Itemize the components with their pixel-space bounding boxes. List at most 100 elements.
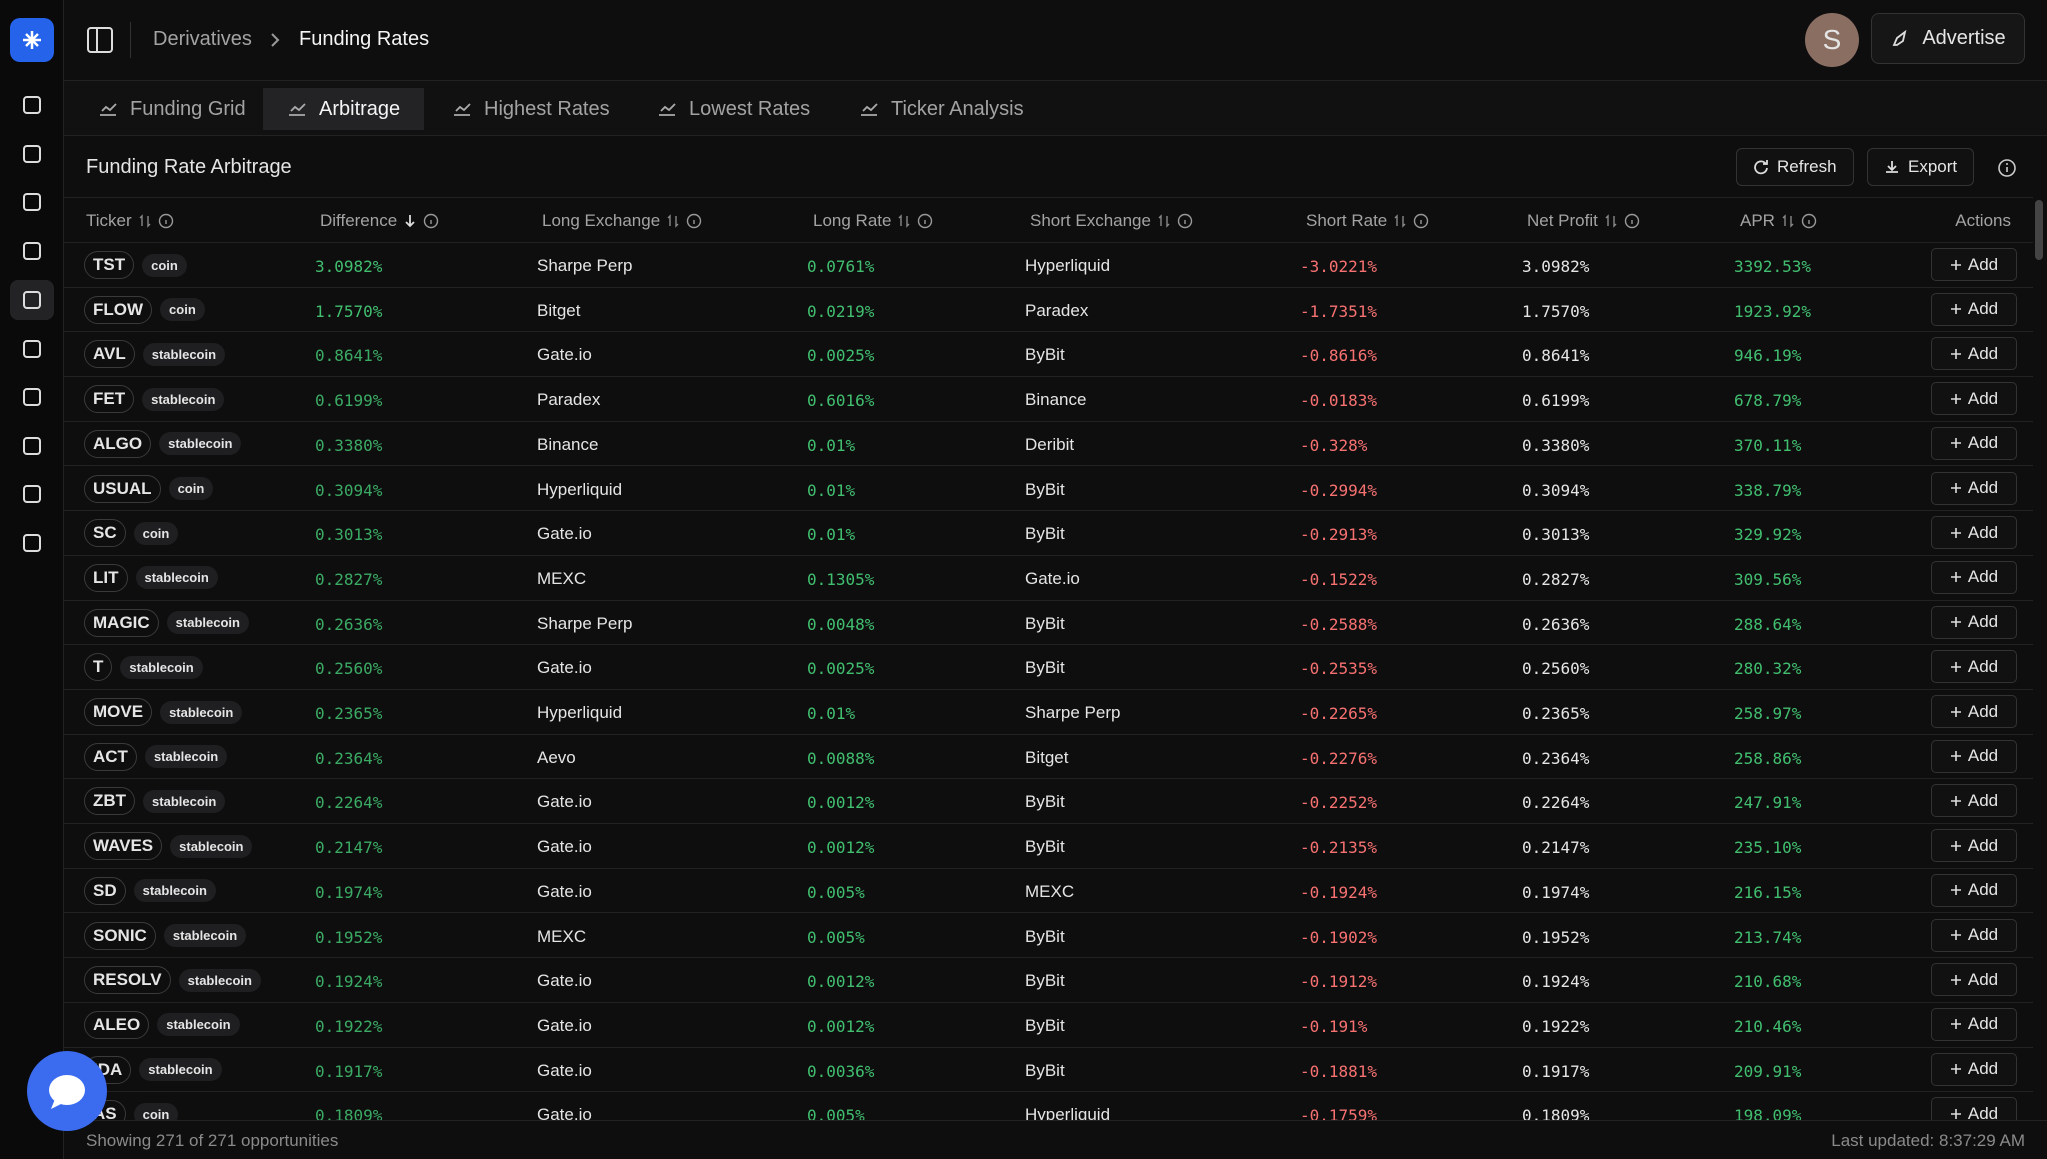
difference: 0.2560% [315,659,382,678]
add-button[interactable]: Add [1931,1053,2017,1086]
long-rate: 0.01% [807,481,855,500]
column-label: Long Rate [813,211,891,231]
chat-button[interactable] [27,1051,107,1131]
export-button[interactable]: Export [1867,148,1974,186]
long-exchange: Gate.io [537,882,592,902]
plus-icon [1950,393,1962,405]
nav-icons[interactable] [0,0,64,600]
add-button[interactable]: Add [1931,606,2017,639]
nav-icon [24,243,40,259]
add-button[interactable]: Add [1931,650,2017,683]
ticker-tag: coin [169,477,214,500]
nav-icon [24,292,40,308]
info-icon [686,213,702,229]
short-rate: -0.0183% [1300,391,1377,410]
ticker-tag: stablecoin [136,566,218,589]
ticker-cell: ACTstablecoin [84,743,227,771]
add-button[interactable]: Add [1931,561,2017,594]
add-button[interactable]: Add [1931,248,2017,281]
tab[interactable]: Funding Grid [74,88,270,130]
column-header[interactable]: APR [1740,211,1817,231]
sort-icon [403,213,417,229]
tab[interactable]: Highest Rates [428,88,634,130]
tab-icon [287,99,307,119]
plus-icon [1950,348,1962,360]
add-button[interactable]: Add [1931,695,2017,728]
breadcrumb[interactable]: Derivatives [153,28,252,51]
short-exchange: ByBit [1025,345,1065,365]
short-exchange: Bitget [1025,748,1068,768]
add-button[interactable]: Add [1931,293,2017,326]
long-exchange: Paradex [537,390,600,410]
net-profit: 0.1974% [1522,883,1589,902]
column-header: Actions [1955,211,2011,231]
long-exchange: Gate.io [537,837,592,857]
apr: 247.91% [1734,793,1801,812]
add-button[interactable]: Add [1931,919,2017,952]
ticker: ALEO [84,1011,149,1039]
tab[interactable]: Ticker Analysis [835,88,1048,130]
long-rate: 0.0012% [807,972,874,991]
add-button[interactable]: Add [1931,874,2017,907]
long-exchange: Gate.io [537,971,592,991]
scrollbar[interactable] [2035,200,2043,260]
column-label: Difference [320,211,397,231]
short-exchange: ByBit [1025,480,1065,500]
ticker-tag: stablecoin [120,656,202,679]
column-header[interactable]: Difference [320,211,439,231]
add-button[interactable]: Add [1931,337,2017,370]
advertise-button[interactable]: Advertise [1871,13,2025,64]
column-header[interactable]: Long Exchange [542,211,702,231]
refresh-button[interactable]: Refresh [1736,148,1854,186]
long-rate: 0.005% [807,928,865,947]
nav-icon [24,535,40,551]
avatar[interactable]: S [1805,13,1859,67]
ticker-tag: stablecoin [159,432,241,455]
apr: 338.79% [1734,481,1801,500]
apr: 1923.92% [1734,302,1811,321]
long-rate: 0.1305% [807,570,874,589]
table-row: LITstablecoin0.2827%MEXC0.1305%Gate.io-0… [64,556,2033,601]
add-button[interactable]: Add [1931,382,2017,415]
ticker-tag: coin [134,522,179,545]
short-exchange: ByBit [1025,1016,1065,1036]
short-exchange: MEXC [1025,882,1074,902]
info-icon[interactable] [1997,158,2017,178]
long-rate: 0.0012% [807,838,874,857]
add-button[interactable]: Add [1931,516,2017,549]
add-button[interactable]: Add [1931,963,2017,996]
difference: 0.2147% [315,838,382,857]
ticker-cell: SONICstablecoin [84,922,246,950]
section-header: Funding Rate Arbitrage Refresh Export [64,136,2033,198]
sidebar-toggle[interactable] [86,26,114,54]
add-button[interactable]: Add [1931,1008,2017,1041]
column-header[interactable]: Short Exchange [1030,211,1193,231]
table-row: FETstablecoin0.6199%Paradex0.6016%Binanc… [64,377,2033,422]
add-button[interactable]: Add [1931,427,2017,460]
net-profit: 1.7570% [1522,302,1589,321]
plus-icon [1950,750,1962,762]
tab-icon [98,99,118,119]
add-button[interactable]: Add [1931,740,2017,773]
column-header[interactable]: Short Rate [1306,211,1429,231]
tab[interactable]: Arbitrage [263,88,424,130]
apr: 329.92% [1734,525,1801,544]
refresh-icon [1753,159,1769,175]
add-button[interactable]: Add [1931,472,2017,505]
column-header[interactable]: Ticker [86,211,174,231]
long-rate: 0.0036% [807,1062,874,1081]
column-header[interactable]: Net Profit [1527,211,1640,231]
add-button[interactable]: Add [1931,829,2017,862]
ticker: MAGIC [84,609,159,637]
ticker: ZBT [84,787,135,815]
nav-icon [24,486,40,502]
difference: 0.3013% [315,525,382,544]
tab[interactable]: Lowest Rates [633,88,834,130]
add-button[interactable]: Add [1931,784,2017,817]
add-label: Add [1968,612,1998,632]
plus-icon [1950,1018,1962,1030]
ticker-tag: stablecoin [160,701,242,724]
column-header[interactable]: Long Rate [813,211,933,231]
add-label: Add [1968,523,1998,543]
